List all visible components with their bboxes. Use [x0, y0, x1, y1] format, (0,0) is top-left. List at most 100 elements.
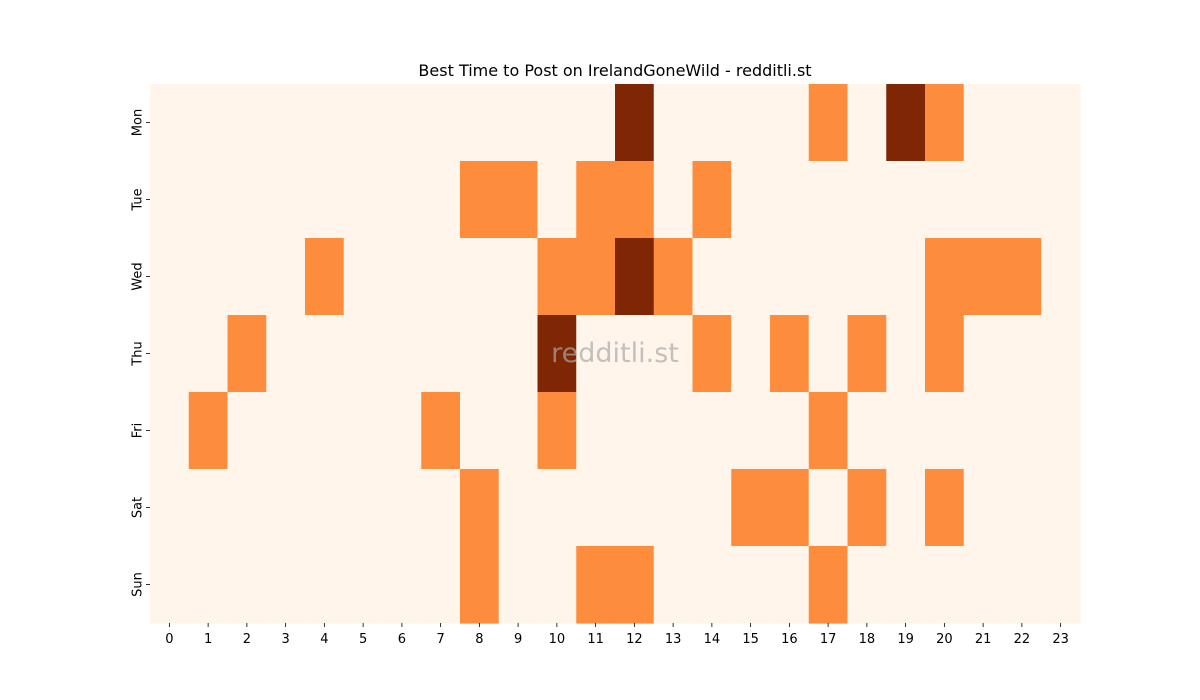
heatmap-cell-sun-0	[150, 546, 190, 624]
heatmap-cell-wed-20	[925, 238, 965, 316]
x-tick-label: 16	[781, 632, 798, 647]
y-axis-ticks: Mon Tue Wed Thu Fri Sat Sun	[131, 109, 150, 597]
heatmap-cell-tue-19	[886, 161, 926, 239]
heatmap-cell-wed-6	[382, 238, 422, 316]
x-tick-label: 19	[897, 632, 914, 647]
x-tick-label: 4	[320, 632, 328, 647]
heatmap-cell-thu-17	[808, 315, 849, 393]
heatmap-cell-fri-8	[460, 392, 500, 470]
heatmap-cell-fri-14	[692, 392, 732, 470]
heatmap-cell-thu-18	[847, 315, 887, 393]
x-tick-label: 7	[436, 632, 444, 647]
heatmap-cell-wed-5	[343, 238, 384, 316]
y-tick-label-sun: Sun	[131, 572, 146, 597]
heatmap-cell-sat-7	[421, 469, 461, 547]
heatmap-cell-sat-15	[731, 469, 771, 547]
heatmap-cell-fri-7	[421, 392, 461, 470]
y-tick-label-tue: Tue	[131, 188, 146, 211]
x-tick-label: 15	[742, 632, 759, 647]
heatmap-cell-tue-12	[615, 161, 655, 239]
x-tick-label: 21	[975, 632, 992, 647]
heatmap-cell-tue-20	[925, 161, 965, 239]
heatmap-cell-mon-20	[925, 84, 965, 162]
heatmap-cell-mon-8	[460, 84, 500, 162]
heatmap-cell-fri-19	[886, 392, 926, 470]
y-tick-label-sat: Sat	[131, 497, 146, 518]
heatmap-cells	[150, 84, 1081, 624]
heatmap-cell-thu-15	[731, 315, 771, 393]
heatmap-cell-thu-23	[1041, 315, 1081, 393]
heatmap-cell-sun-7	[421, 546, 461, 624]
heatmap-cell-thu-7	[421, 315, 461, 393]
heatmap-cell-thu-0	[150, 315, 190, 393]
heatmap-cell-mon-3	[266, 84, 306, 162]
y-tick-label-wed: Wed	[131, 262, 146, 290]
y-tick-label-fri: Fri	[131, 423, 146, 439]
heatmap-cell-tue-4	[305, 161, 345, 239]
heatmap-cell-wed-9	[498, 238, 539, 316]
heatmap-cell-sat-16	[770, 469, 810, 547]
heatmap-cell-tue-18	[847, 161, 887, 239]
heatmap-cell-thu-4	[305, 315, 345, 393]
heatmap-cell-thu-11	[576, 315, 616, 393]
heatmap-cell-mon-19	[886, 84, 926, 162]
x-tick-label: 9	[514, 632, 522, 647]
x-tick-label: 23	[1052, 632, 1069, 647]
heatmap-cell-thu-12	[615, 315, 655, 393]
heatmap-cell-fri-20	[925, 392, 965, 470]
heatmap-cell-thu-5	[343, 315, 384, 393]
heatmap-cell-mon-16	[770, 84, 810, 162]
heatmap-cell-fri-17	[808, 392, 849, 470]
heatmap-cell-fri-18	[847, 392, 887, 470]
x-axis-ticks: 0 1 2 3 4 5 6 7 8 9 10 11 12 13 14 15 16 17 18 19 20 21 22 23	[165, 623, 1069, 647]
heatmap-cell-sun-19	[886, 546, 926, 624]
x-tick-label: 1	[204, 632, 212, 647]
heatmap-cell-thu-9	[498, 315, 539, 393]
x-tick-label: 14	[704, 632, 721, 647]
heatmap-cell-mon-4	[305, 84, 345, 162]
heatmap-cell-sat-23	[1041, 469, 1081, 547]
heatmap-cell-sat-19	[886, 469, 926, 547]
x-tick-label: 6	[398, 632, 406, 647]
heatmap-cell-wed-2	[227, 238, 267, 316]
heatmap-cell-fri-16	[770, 392, 810, 470]
heatmap-cell-sun-17	[808, 546, 849, 624]
heatmap-cell-sun-18	[847, 546, 887, 624]
x-tick-label: 0	[165, 632, 173, 647]
heatmap-cell-sun-14	[692, 546, 732, 624]
heatmap-cell-thu-2	[227, 315, 267, 393]
heatmap-cell-thu-19	[886, 315, 926, 393]
heatmap-cell-sat-3	[266, 469, 306, 547]
heatmap-cell-mon-7	[421, 84, 461, 162]
heatmap-cell-tue-16	[770, 161, 810, 239]
y-tick-label-mon: Mon	[131, 109, 146, 136]
heatmap-cell-wed-15	[731, 238, 771, 316]
heatmap-cell-tue-22	[1002, 161, 1042, 239]
heatmap-cell-sat-12	[615, 469, 655, 547]
heatmap-cell-wed-22	[1002, 238, 1042, 316]
heatmap-cell-wed-11	[576, 238, 616, 316]
heatmap-cell-sun-10	[537, 546, 577, 624]
heatmap-cell-wed-10	[537, 238, 577, 316]
heatmap-cell-sat-14	[692, 469, 732, 547]
heatmap-cell-fri-21	[963, 392, 1004, 470]
heatmap-cell-sat-20	[925, 469, 965, 547]
x-tick-label: 11	[587, 632, 604, 647]
heatmap-cell-tue-2	[227, 161, 267, 239]
heatmap-cell-fri-15	[731, 392, 771, 470]
heatmap-cell-sun-22	[1002, 546, 1042, 624]
heatmap-cell-mon-21	[963, 84, 1004, 162]
heatmap-cell-fri-9	[498, 392, 539, 470]
x-tick-label: 13	[665, 632, 682, 647]
heatmap-cell-sat-6	[382, 469, 422, 547]
heatmap-cell-thu-10	[537, 315, 577, 393]
heatmap-cell-fri-6	[382, 392, 422, 470]
heatmap-cell-mon-9	[498, 84, 539, 162]
heatmap-cell-tue-17	[808, 161, 849, 239]
heatmap-cell-tue-5	[343, 161, 384, 239]
x-tick-label: 12	[626, 632, 643, 647]
x-tick-label: 17	[820, 632, 837, 647]
heatmap-cell-thu-3	[266, 315, 306, 393]
heatmap-cell-sun-6	[382, 546, 422, 624]
